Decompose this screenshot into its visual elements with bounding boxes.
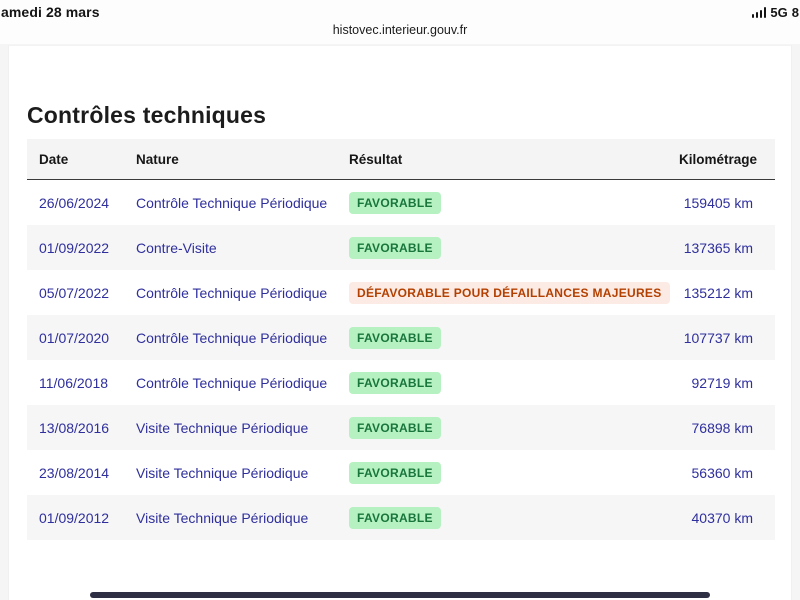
- result-badge: FAVORABLE: [349, 371, 441, 394]
- table-row: 11/06/2018 Contrôle Technique Périodique…: [27, 360, 775, 405]
- cell-date: 01/09/2012: [39, 509, 110, 526]
- cell-date: 13/08/2016: [39, 419, 110, 436]
- cell-kilometrage: 137365 km: [683, 239, 753, 256]
- table-row: 01/09/2022 Contre-Visite FAVORABLE 13736…: [27, 225, 775, 270]
- column-header-kilometrage: Kilométrage: [617, 139, 775, 180]
- result-badge: DÉFAVORABLE POUR DÉFAILLANCES MAJEURES: [349, 281, 670, 304]
- table-row: 01/09/2012 Visite Technique Périodique F…: [27, 495, 775, 540]
- address-bar[interactable]: histovec.interieur.gouv.fr: [332, 23, 468, 37]
- status-bar-date: amedi 28 mars: [1, 4, 100, 20]
- table-row: 13/08/2016 Visite Technique Périodique F…: [27, 405, 775, 450]
- column-header-result: Résultat: [337, 139, 617, 180]
- inspections-table: Date Nature Résultat Kilométrage 26/06/2…: [27, 139, 775, 540]
- cell-result: FAVORABLE: [337, 225, 617, 270]
- table-header-row: Date Nature Résultat Kilométrage: [27, 139, 775, 180]
- cell-result: DÉFAVORABLE POUR DÉFAILLANCES MAJEURES: [337, 270, 670, 315]
- page-title: Contrôles techniques: [27, 102, 267, 129]
- result-badge: FAVORABLE: [349, 236, 441, 259]
- result-badge: FAVORABLE: [349, 326, 441, 349]
- cell-kilometrage: 107737 km: [683, 329, 753, 346]
- signal-bars-icon: [751, 7, 767, 18]
- result-badge: FAVORABLE: [349, 506, 441, 529]
- cell-result: FAVORABLE: [337, 180, 617, 226]
- cell-nature: Visite Technique Périodique: [136, 464, 309, 481]
- result-badge: FAVORABLE: [349, 461, 441, 484]
- cell-kilometrage: 92719 km: [691, 374, 753, 391]
- column-header-date: Date: [27, 139, 124, 180]
- cell-date: 23/08/2014: [39, 464, 110, 481]
- cell-result: FAVORABLE: [337, 405, 617, 450]
- cell-date: 11/06/2018: [39, 374, 109, 391]
- cell-nature: Visite Technique Périodique: [136, 419, 309, 436]
- result-badge: FAVORABLE: [349, 416, 441, 439]
- cell-result: FAVORABLE: [337, 450, 617, 495]
- table-row: 26/06/2024 Contrôle Technique Périodique…: [27, 180, 775, 226]
- cell-nature: Contre-Visite: [136, 239, 217, 256]
- status-bar-right: 5G 8: [751, 5, 799, 20]
- cell-nature: Contrôle Technique Périodique: [136, 374, 328, 391]
- table-row: 23/08/2014 Visite Technique Périodique F…: [27, 450, 775, 495]
- table-row: 01/07/2020 Contrôle Technique Périodique…: [27, 315, 775, 360]
- table-row: 05/07/2022 Contrôle Technique Périodique…: [27, 270, 775, 315]
- cell-nature: Contrôle Technique Périodique: [136, 284, 328, 301]
- cell-kilometrage: 56360 km: [691, 464, 753, 481]
- page-content: Contrôles techniques Date Nature Résulta…: [8, 45, 792, 600]
- cell-date: 01/09/2022: [39, 239, 110, 256]
- cell-nature: Contrôle Technique Périodique: [136, 329, 328, 346]
- battery-level-label: 8: [791, 5, 799, 20]
- cell-result: FAVORABLE: [337, 495, 617, 540]
- network-type-label: 5G: [770, 5, 788, 20]
- cell-result: FAVORABLE: [337, 315, 617, 360]
- result-badge: FAVORABLE: [349, 191, 441, 214]
- cell-nature: Contrôle Technique Périodique: [136, 194, 328, 211]
- cell-kilometrage: 40370 km: [691, 509, 753, 526]
- inspections-table-wrap: Date Nature Résultat Kilométrage 26/06/2…: [27, 139, 775, 540]
- cell-date: 01/07/2020: [39, 329, 110, 346]
- column-header-nature: Nature: [124, 139, 337, 180]
- cell-date: 05/07/2022: [39, 284, 110, 301]
- cell-kilometrage: 135212 km: [683, 284, 753, 301]
- cell-kilometrage: 76898 km: [691, 419, 753, 436]
- cell-result: FAVORABLE: [337, 360, 617, 405]
- browser-chrome: amedi 28 mars 5G 8 histovec.interieur.go…: [0, 0, 800, 44]
- cell-date: 26/06/2024: [39, 194, 110, 211]
- cell-kilometrage: 159405 km: [683, 194, 753, 211]
- cell-nature: Visite Technique Périodique: [136, 509, 309, 526]
- home-indicator[interactable]: [90, 592, 710, 598]
